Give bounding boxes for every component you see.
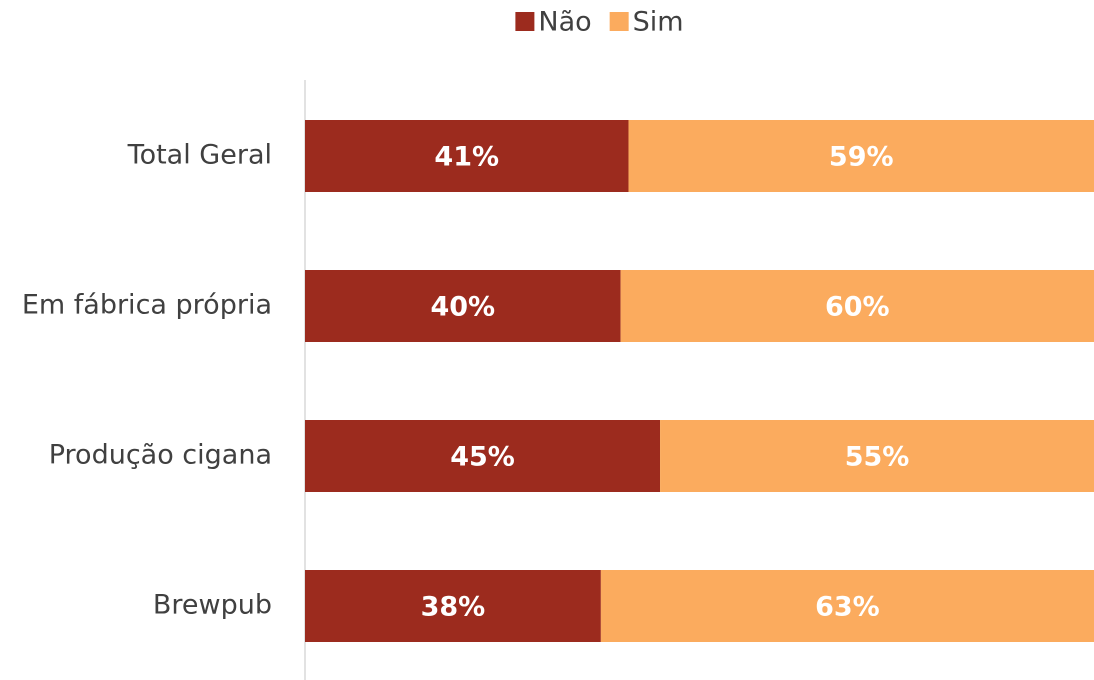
bar-segment <box>305 270 621 342</box>
y-tick-label: Em fábrica própria <box>22 290 272 321</box>
legend-label: Não <box>538 7 591 38</box>
y-tick-label: Brewpub <box>153 590 272 621</box>
y-tick-label: Total Geral <box>127 140 272 171</box>
legend-label: Sim <box>633 7 684 38</box>
data-label: 59% <box>829 142 894 173</box>
bar-segment <box>305 120 629 192</box>
bar-segment <box>628 120 1094 192</box>
y-tick-label: Produção cigana <box>49 440 272 471</box>
data-label: 63% <box>815 592 880 623</box>
legend-swatch <box>515 12 535 31</box>
bar-segment <box>660 420 1094 492</box>
data-label: 55% <box>845 442 910 473</box>
data-label: 38% <box>421 592 486 623</box>
data-label: 41% <box>434 142 499 173</box>
legend-swatch <box>609 12 629 31</box>
data-label: 40% <box>430 292 495 323</box>
bar-segment <box>600 570 1094 642</box>
bar-segment <box>620 270 1094 342</box>
data-label: 60% <box>825 292 890 323</box>
data-label: 45% <box>450 442 515 473</box>
bar-segment <box>305 420 661 492</box>
bar-segment <box>305 570 601 642</box>
